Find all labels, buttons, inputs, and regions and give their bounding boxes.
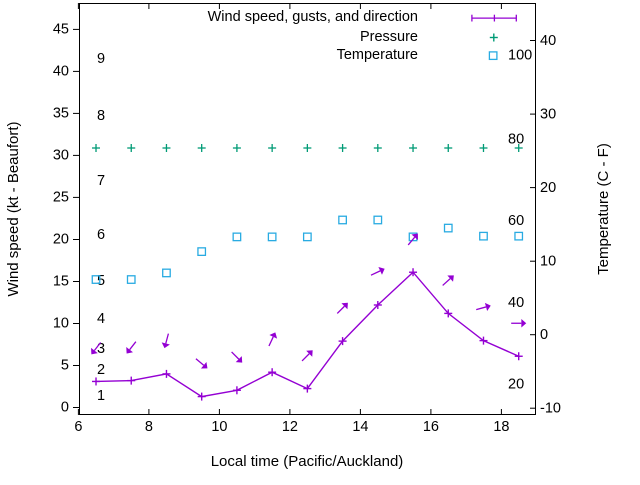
svg-text:0: 0 [61,400,69,416]
svg-text:5: 5 [61,358,69,374]
svg-text:-10: -10 [540,401,561,417]
svg-text:2: 2 [97,362,105,378]
svg-text:Wind speed (kt - Beaufort): Wind speed (kt - Beaufort) [5,121,22,296]
svg-text:4: 4 [97,311,105,327]
svg-text:Pressure: Pressure [360,29,418,45]
svg-text:Local time (Pacific/Auckland): Local time (Pacific/Auckland) [211,453,404,470]
svg-text:10: 10 [540,254,556,270]
svg-text:12: 12 [282,419,298,435]
svg-text:10: 10 [53,316,69,332]
svg-text:18: 18 [493,419,509,435]
svg-text:35: 35 [53,105,69,121]
svg-text:60: 60 [508,213,524,229]
svg-text:8: 8 [145,419,153,435]
svg-text:8: 8 [97,108,105,124]
svg-text:30: 30 [540,107,556,123]
svg-text:20: 20 [508,377,524,393]
svg-text:40: 40 [508,295,524,311]
svg-text:40: 40 [540,33,556,49]
svg-text:Wind speed, gusts, and directi: Wind speed, gusts, and direction [208,9,418,25]
svg-text:10: 10 [211,419,227,435]
svg-text:9: 9 [97,51,105,67]
svg-text:3: 3 [97,341,105,357]
svg-text:80: 80 [508,131,524,147]
svg-text:45: 45 [53,21,69,37]
svg-text:6: 6 [97,227,105,243]
svg-text:7: 7 [97,173,105,189]
svg-text:1: 1 [97,388,105,404]
svg-text:30: 30 [53,147,69,163]
svg-text:14: 14 [352,419,368,435]
svg-text:20: 20 [53,232,69,248]
svg-text:6: 6 [74,419,82,435]
svg-text:20: 20 [540,180,556,196]
svg-text:40: 40 [53,63,69,79]
svg-text:Temperature: Temperature [337,47,418,63]
svg-text:0: 0 [540,327,548,343]
svg-text:Temperature (C - F): Temperature (C - F) [595,143,612,275]
svg-text:16: 16 [423,419,439,435]
svg-text:25: 25 [53,189,69,205]
svg-text:100: 100 [508,47,532,63]
svg-text:15: 15 [53,274,69,290]
